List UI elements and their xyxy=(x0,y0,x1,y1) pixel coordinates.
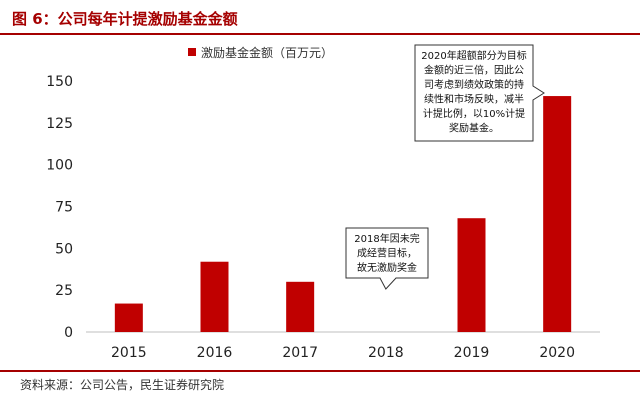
bar-2020 xyxy=(543,96,572,332)
callout-2020-text: 计提比例，以10%计提 xyxy=(423,107,525,120)
x-tick-label: 2019 xyxy=(454,345,490,361)
y-tick-label: 50 xyxy=(55,241,73,257)
callout-2018-text: 2018年因未完 xyxy=(354,232,419,245)
callout-2020-text: 2020年超额部分为目标 xyxy=(421,49,526,62)
x-tick-label: 2015 xyxy=(111,345,147,361)
y-tick-label: 125 xyxy=(46,116,73,132)
figure-title: 图 6：公司每年计提激励基金金额 xyxy=(12,10,238,28)
callout-2020-box xyxy=(414,44,545,142)
x-tick-label: 2020 xyxy=(539,345,575,361)
source-note: 资料来源：公司公告，民生证券研究院 xyxy=(20,378,225,392)
callout-2018-text: 故无激励奖金 xyxy=(357,261,417,274)
top-rule xyxy=(0,33,640,35)
bar-2015 xyxy=(114,303,143,332)
y-tick-label: 75 xyxy=(55,200,73,216)
y-tick-label: 100 xyxy=(46,158,73,174)
callout-2020-text: 司考虑到绩效政策的持 xyxy=(424,78,524,91)
y-tick-label: 150 xyxy=(46,74,73,90)
callout-2018-text: 成经营目标， xyxy=(357,247,417,260)
x-tick-label: 2017 xyxy=(282,345,318,361)
y-tick-label: 25 xyxy=(55,283,73,299)
legend-swatch xyxy=(188,48,196,56)
callout-2020-text: 奖励基金。 xyxy=(449,122,499,135)
bar-2016 xyxy=(200,261,229,332)
x-tick-label: 2018 xyxy=(368,345,404,361)
y-tick-label: 0 xyxy=(64,325,73,341)
legend-label: 激励基金金额（百万元） xyxy=(201,45,333,60)
bar-2017 xyxy=(286,281,315,332)
x-tick-label: 2016 xyxy=(197,345,233,361)
callout-2020-text: 金额的近三倍，因此公 xyxy=(424,64,524,77)
callout-2018-box xyxy=(345,227,429,290)
callout-2020-text: 续性和市场反映，减半 xyxy=(424,93,524,106)
bar-2019 xyxy=(457,218,486,332)
bottom-rule xyxy=(0,370,640,372)
